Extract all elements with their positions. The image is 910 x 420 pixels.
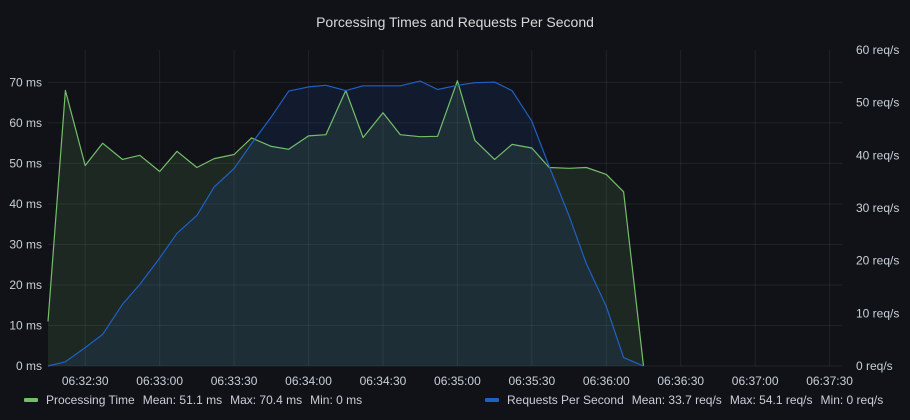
x-tick-label: 06:34:30 <box>360 374 407 388</box>
grid-lines <box>48 50 842 367</box>
series-lines <box>47 80 645 367</box>
y-left-tick-label: 60 ms <box>9 116 42 130</box>
y-left-tick-label: 70 ms <box>9 75 42 89</box>
y-right-tick-label: 30 req/s <box>856 201 899 215</box>
y-right-tick-label: 20 req/s <box>856 254 899 268</box>
y-left-tick-label: 50 ms <box>9 156 42 170</box>
x-tick-label: 06:35:30 <box>508 374 555 388</box>
y-left-tick-label: 40 ms <box>9 197 42 211</box>
x-tick-label: 06:37:00 <box>732 374 779 388</box>
legend-label-processing-time: Processing Time <box>46 393 135 407</box>
x-tick-label: 06:35:00 <box>434 374 481 388</box>
line-requests-per-second <box>47 80 644 367</box>
x-tick-label: 06:37:30 <box>806 374 853 388</box>
y-right-tick-label: 50 req/s <box>856 96 899 110</box>
y-left-tick-label: 30 ms <box>9 237 42 251</box>
legend-label-requests-per-second: Requests Per Second <box>507 393 624 407</box>
y-right-tick-label: 0 req/s <box>856 359 893 373</box>
y-right-tick-label: 10 req/s <box>856 306 899 320</box>
legend-swatch-requests-per-second <box>485 398 499 402</box>
panel-title: Porcessing Times and Requests Per Second <box>316 14 594 30</box>
legend-min-processing-time: Min: 0 ms <box>310 393 363 407</box>
y-axis-right: 0 req/s 10 req/s 20 req/s 30 req/s 40 req/s 5… <box>856 43 899 373</box>
x-axis: 06:32:30 06:33:00 06:33:30 06:34:00 06:34:30… <box>62 374 853 388</box>
area-processing-time <box>48 80 644 367</box>
x-tick-label: 06:34:00 <box>285 374 332 388</box>
y-right-tick-label: 60 req/s <box>856 43 899 57</box>
area-requests-per-second <box>48 81 644 366</box>
legend-max-requests-per-second: Max: 54.1 req/s <box>729 393 813 407</box>
x-tick-label: 06:33:00 <box>136 374 183 388</box>
y-left-tick-label: 0 ms <box>16 359 42 373</box>
legend-item-requests-per-second[interactable]: Requests Per Second Mean: 33.7 req/s Max… <box>485 393 883 407</box>
legend-swatch-processing-time <box>24 398 38 402</box>
y-left-tick-label: 10 ms <box>9 318 42 332</box>
x-tick-label: 06:36:00 <box>583 374 630 388</box>
series-areas <box>48 80 644 367</box>
legend-item-processing-time[interactable]: Processing Time Mean: 51.1 ms Max: 70.4 … <box>24 393 362 407</box>
x-tick-label: 06:32:30 <box>62 374 109 388</box>
legend-mean-requests-per-second: Mean: 33.7 req/s <box>631 393 722 407</box>
legend-max-processing-time: Max: 70.4 ms <box>230 393 303 407</box>
x-tick-label: 06:36:30 <box>657 374 704 388</box>
x-tick-label: 06:33:30 <box>211 374 258 388</box>
y-left-tick-label: 20 ms <box>9 278 42 292</box>
legend-mean-processing-time: Mean: 51.1 ms <box>142 393 223 407</box>
y-axis-left: 0 ms 10 ms 20 ms 30 ms 40 ms 50 ms 60 ms 70 ms <box>9 75 42 373</box>
legend-min-requests-per-second: Min: 0 req/s <box>820 393 884 407</box>
y-right-tick-label: 40 req/s <box>856 148 899 162</box>
